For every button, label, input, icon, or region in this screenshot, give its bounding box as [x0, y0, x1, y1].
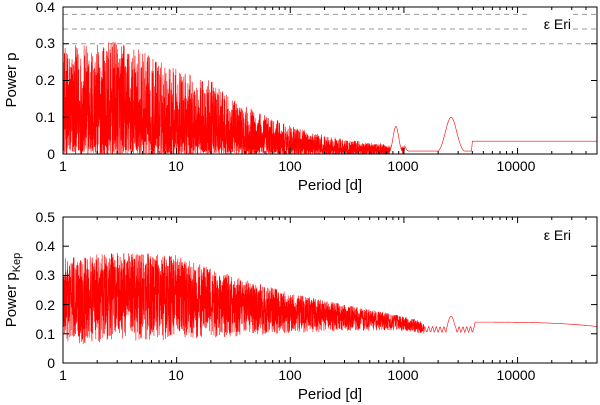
ytick-label: 0.2	[36, 72, 56, 88]
xtick-label: 10000	[497, 367, 536, 383]
ytick-label: 0.1	[36, 326, 56, 342]
ticks-bottom	[62, 216, 598, 364]
y-axis-title: Power pKep	[3, 253, 23, 328]
xtick-label: 1	[59, 367, 67, 383]
panel-top: 0 0.1 0.2 0.3 0.4 1 10 100 1000 10000 Pe…	[3, 0, 598, 194]
periodogram-line	[63, 41, 597, 154]
ytick-label: 0.4	[36, 0, 56, 15]
xtick-label: 100	[278, 367, 302, 383]
xtick-label: 10000	[497, 158, 536, 174]
series-keplerian	[63, 252, 597, 345]
ytick-label: 0.1	[36, 109, 56, 125]
xtick-label: 10	[168, 367, 184, 383]
ytick-label: 0	[47, 146, 55, 162]
ytick-label: 0.3	[36, 35, 56, 51]
x-axis-title: Period [d]	[298, 177, 362, 194]
star-annotation: ε Eri	[544, 227, 571, 243]
plot-frame-bottom	[62, 216, 598, 364]
y-axis-title-main: Power p	[3, 272, 20, 327]
series-gls	[63, 41, 597, 154]
panel-bottom: 0 0.1 0.2 0.3 0.4 0.5 1 10 100 1000 1000…	[3, 209, 598, 403]
ytick-label: 0.2	[36, 297, 56, 313]
periodogram-line	[63, 252, 597, 345]
y-axis-title-subscript: Kep	[11, 253, 23, 273]
xtick-label: 10	[168, 158, 184, 174]
ytick-label: 0	[47, 355, 55, 371]
xtick-label: 1000	[387, 367, 418, 383]
star-annotation: ε Eri	[544, 16, 571, 32]
xtick-label: 1000	[387, 158, 418, 174]
x-axis-title: Period [d]	[298, 386, 362, 403]
ytick-label: 0.4	[36, 238, 56, 254]
ticks-top	[62, 6, 598, 155]
reference-lines-top	[63, 13, 597, 45]
ytick-label: 0.5	[36, 209, 56, 225]
y-axis-title: Power p	[3, 52, 20, 107]
xtick-label: 1	[59, 158, 67, 174]
ytick-label: 0.3	[36, 267, 56, 283]
xtick-label: 100	[278, 158, 302, 174]
